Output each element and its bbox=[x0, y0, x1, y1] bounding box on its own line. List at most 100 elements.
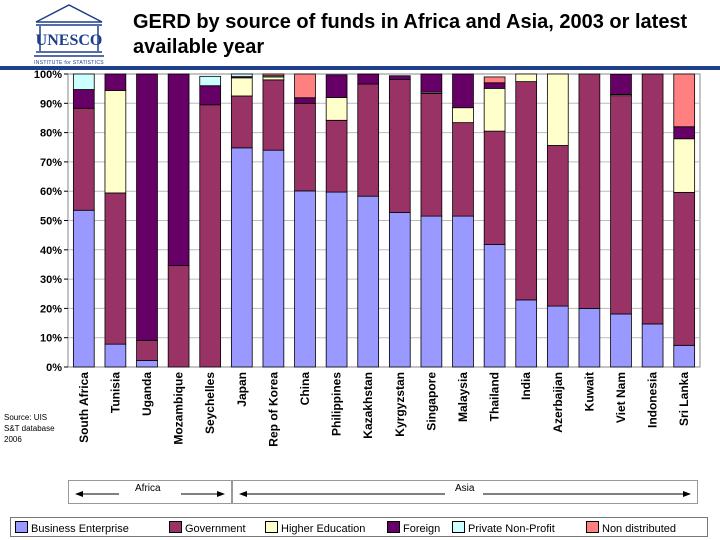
title-divider bbox=[0, 66, 720, 70]
bar-segment-government bbox=[420, 92, 443, 217]
legend-label: Foreign bbox=[403, 523, 441, 535]
bar-segment-business-enterprise bbox=[673, 344, 696, 368]
y-tick-label: 50% bbox=[40, 216, 62, 228]
bar-segment-higher-education bbox=[230, 77, 253, 97]
bar-segment-business-enterprise bbox=[136, 360, 158, 368]
bar-segment-government bbox=[262, 79, 285, 151]
bar-segment-higher-education bbox=[452, 107, 474, 124]
bar-segment-business-enterprise bbox=[262, 149, 285, 368]
x-category-label: Azerbaijan bbox=[551, 372, 565, 433]
bar-segment-government bbox=[136, 339, 158, 361]
legend-label: Non distributed bbox=[602, 523, 676, 535]
x-category-label: Rep of Korea bbox=[266, 372, 280, 447]
bar-segment-government bbox=[104, 192, 127, 345]
bar-segment-higher-education bbox=[104, 90, 127, 194]
bar-segment-government bbox=[578, 73, 601, 309]
y-tick-label: 30% bbox=[40, 274, 62, 286]
legend-item-higher-education: Higher Education bbox=[265, 521, 365, 535]
legend-swatch-non-distributed bbox=[586, 521, 599, 533]
bar-segment-government bbox=[641, 73, 664, 325]
y-tick-label: 0% bbox=[46, 362, 62, 374]
bar-segment-non-distributed bbox=[673, 73, 696, 128]
bar-segment-government bbox=[230, 95, 253, 149]
bar-segment-government bbox=[325, 119, 348, 193]
bar-segment-government bbox=[199, 104, 222, 368]
bar-segment-private-non-profit bbox=[230, 73, 253, 78]
bar-segment-government bbox=[515, 81, 538, 301]
bar-segment-government bbox=[452, 122, 474, 217]
bar-segment-business-enterprise bbox=[452, 215, 474, 368]
legend: Business Enterprise Government Higher Ed… bbox=[10, 517, 708, 537]
x-category-label: China bbox=[298, 372, 312, 406]
legend-swatch-private-non-profit bbox=[452, 521, 465, 533]
bar-segment-foreign bbox=[673, 126, 696, 140]
x-category-label: Malaysia bbox=[456, 372, 470, 422]
bar-segment-government bbox=[72, 107, 95, 211]
bar-segment-business-enterprise bbox=[515, 299, 538, 368]
logo-caption: INSTITUTE for STATISTICS bbox=[34, 60, 104, 66]
bar-segment-business-enterprise bbox=[388, 212, 411, 368]
bar-segment-non-distributed bbox=[483, 76, 506, 84]
legend-item-non-distributed: Non distributed bbox=[586, 521, 676, 535]
bar-segment-non-distributed bbox=[294, 73, 316, 99]
bar-segment-business-enterprise bbox=[483, 244, 506, 368]
x-category-label: Singapore bbox=[424, 372, 438, 431]
y-tick-label: 100% bbox=[34, 69, 62, 81]
bar-segment-private-non-profit bbox=[72, 73, 95, 90]
bar-segment-foreign bbox=[420, 73, 443, 93]
bar-segment-foreign bbox=[136, 73, 158, 341]
x-category-label: Tunisia bbox=[108, 372, 122, 413]
y-tick-label: 40% bbox=[40, 245, 62, 257]
bar-segment-foreign bbox=[104, 73, 127, 91]
y-tick-label: 20% bbox=[40, 303, 62, 315]
y-tick-label: 90% bbox=[40, 98, 62, 110]
bar-segment-foreign bbox=[72, 89, 95, 109]
bar-segment-government bbox=[167, 265, 190, 368]
x-category-label: Japan bbox=[235, 372, 249, 407]
bar-segment-foreign bbox=[610, 73, 632, 95]
legend-swatch-higher-education bbox=[265, 521, 278, 533]
group-bracket-asia: Asia bbox=[232, 480, 698, 504]
bar-segment-foreign bbox=[357, 73, 380, 85]
legend-label: Government bbox=[185, 523, 246, 535]
group-label-asia: Asia bbox=[455, 483, 475, 494]
bar-segment-business-enterprise bbox=[641, 323, 664, 368]
bar-segment-foreign bbox=[325, 74, 348, 98]
legend-item-business-enterprise: Business Enterprise bbox=[15, 521, 129, 535]
bar-segment-government bbox=[388, 79, 411, 213]
bar-segment-business-enterprise bbox=[72, 209, 95, 368]
bar-segment-business-enterprise bbox=[546, 305, 569, 368]
x-category-label: Indonesia bbox=[646, 372, 660, 428]
bar-segment-higher-education bbox=[325, 97, 348, 121]
unesco-logo: UNESCO bbox=[30, 2, 108, 64]
legend-label: Higher Education bbox=[281, 523, 366, 535]
bar-segment-foreign bbox=[199, 85, 222, 106]
x-category-label: Uganda bbox=[140, 372, 154, 416]
legend-item-foreign: Foreign bbox=[387, 521, 440, 535]
stacked-bar-chart: 0% 10% 20% 30% 40% 50% 60% 70% 80% 90% 100% South … bbox=[34, 69, 701, 447]
bar-segment-government bbox=[294, 102, 316, 192]
y-tick-label: 60% bbox=[40, 186, 62, 198]
x-category-label: Kuwait bbox=[582, 372, 596, 411]
x-category-label: Kyrgyzstan bbox=[393, 372, 407, 437]
bar-segment-higher-education bbox=[673, 138, 696, 193]
bar-segment-business-enterprise bbox=[578, 307, 601, 368]
legend-swatch-government bbox=[169, 521, 182, 533]
bar-segment-business-enterprise bbox=[420, 215, 443, 368]
bar-segment-foreign bbox=[294, 97, 316, 104]
legend-label: Business Enterprise bbox=[31, 523, 129, 535]
bar-segment-private-non-profit bbox=[199, 75, 222, 87]
source-note: Source: UIS S&T database 2006 bbox=[4, 413, 55, 444]
bar-segment-foreign bbox=[167, 73, 190, 267]
y-tick-label: 10% bbox=[40, 333, 62, 345]
y-tick-label: 70% bbox=[40, 157, 62, 169]
bar-segment-government bbox=[546, 145, 569, 307]
bar-segment-business-enterprise bbox=[357, 195, 380, 368]
bar-segment-business-enterprise bbox=[104, 343, 127, 368]
legend-swatch-foreign bbox=[387, 521, 400, 533]
bar-segment-foreign bbox=[452, 73, 474, 109]
bar-segment-business-enterprise bbox=[610, 313, 632, 368]
y-tick-label: 80% bbox=[40, 128, 62, 140]
group-label-africa: Africa bbox=[135, 483, 161, 494]
bar-segment-government bbox=[673, 191, 696, 346]
